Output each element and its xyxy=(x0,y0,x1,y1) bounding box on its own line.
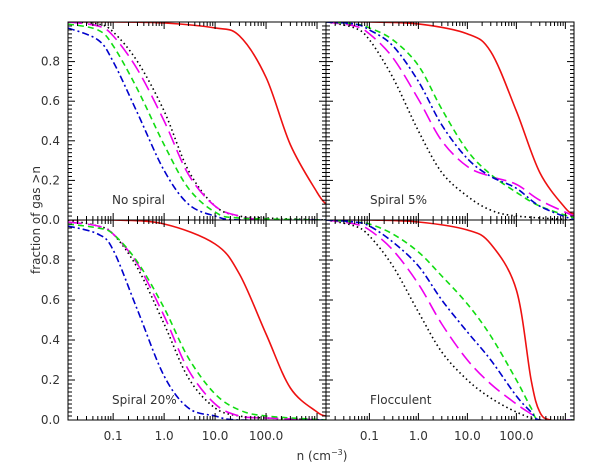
x-tick-label: 100.0 xyxy=(499,429,533,443)
series-line-2 xyxy=(68,220,326,420)
y-tick-label: 0.2 xyxy=(41,373,60,387)
x-tick-label: 1.0 xyxy=(155,429,174,443)
panel-3 xyxy=(67,219,327,421)
panel-label: Spiral 5% xyxy=(370,193,427,207)
x-tick-label: 0.1 xyxy=(360,429,379,443)
y-tick-label: 0.4 xyxy=(41,333,60,347)
panel-4 xyxy=(325,219,575,421)
curves xyxy=(68,22,326,220)
series-line-5 xyxy=(326,220,574,420)
series-line-2 xyxy=(326,220,574,420)
panel-label: Flocculent xyxy=(370,393,432,407)
tick-marks xyxy=(326,219,574,421)
series-line-4 xyxy=(326,22,574,219)
tick-marks xyxy=(68,21,326,221)
y-tick-label: 0.0 xyxy=(41,213,60,227)
curves xyxy=(326,22,574,220)
y-axis-label: fraction of gas >n xyxy=(29,166,43,274)
series-line-2 xyxy=(68,22,326,220)
panel-label: Spiral 20% xyxy=(112,393,177,407)
x-axis-label: n (cm−3) xyxy=(297,448,348,463)
panels xyxy=(67,21,575,421)
series-line-5 xyxy=(68,27,326,220)
series-line-4 xyxy=(68,23,326,220)
panel-1 xyxy=(67,21,327,221)
series-line-2 xyxy=(326,22,574,220)
series-line-4 xyxy=(68,223,326,420)
series-line-5 xyxy=(326,22,574,220)
panel-frame xyxy=(325,21,575,221)
panel-frame xyxy=(325,219,575,421)
series-line-1 xyxy=(326,220,574,420)
y-tick-label: 0.0 xyxy=(41,413,60,427)
y-tick-label: 0.2 xyxy=(41,173,60,187)
panel-labels: No spiral Spiral 5% Spiral 20% Flocculent xyxy=(112,193,432,407)
series-line-5 xyxy=(68,225,326,420)
panel-label: No spiral xyxy=(112,193,165,207)
x-tick-label: 100.0 xyxy=(249,429,283,443)
curves xyxy=(326,220,574,420)
y-tick-label: 0.6 xyxy=(41,94,60,108)
x-tick-label: 0.1 xyxy=(104,429,123,443)
series-line-1 xyxy=(326,22,574,215)
series-line-3 xyxy=(326,22,574,217)
series-line-1 xyxy=(68,220,326,417)
y-tick-label: 0.4 xyxy=(41,134,60,148)
x-tick-label: 10.0 xyxy=(454,429,481,443)
y-tick-labels: 0.0 0.2 0.4 0.6 0.8 0.0 0.2 0.4 0.6 0.8 xyxy=(41,55,60,427)
curves xyxy=(68,220,326,420)
x-tick-labels: 0.1 1.0 10.0 100.0 0.1 1.0 10.0 100.0 xyxy=(104,429,534,443)
series-line-3 xyxy=(326,220,574,420)
panel-2 xyxy=(325,21,575,221)
series-line-4 xyxy=(326,220,574,420)
tick-marks xyxy=(68,219,326,421)
series-line-3 xyxy=(68,22,326,220)
y-tick-label: 0.8 xyxy=(41,253,60,267)
y-tick-label: 0.6 xyxy=(41,293,60,307)
x-tick-label: 1.0 xyxy=(409,429,428,443)
panel-frame xyxy=(67,21,327,221)
y-tick-label: 0.8 xyxy=(41,55,60,69)
tick-marks xyxy=(326,21,574,221)
x-tick-label: 10.0 xyxy=(202,429,229,443)
